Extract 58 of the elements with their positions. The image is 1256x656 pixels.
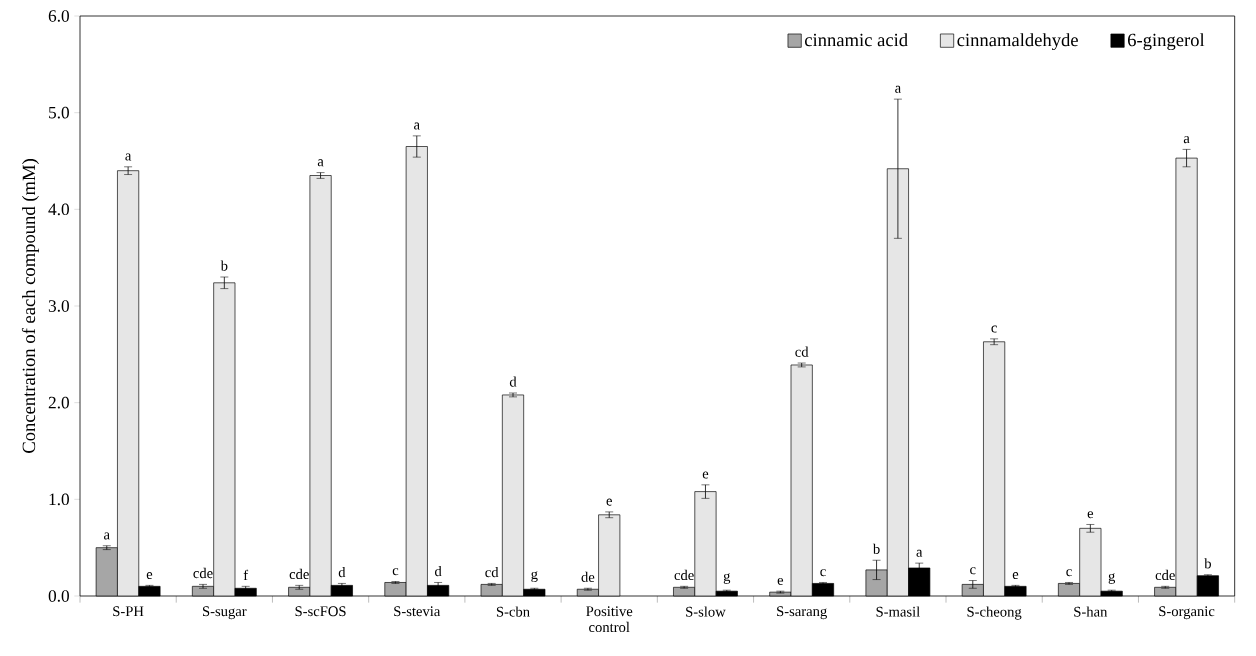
annotation: cde (193, 567, 213, 579)
x-tick-label: S-PH (113, 606, 144, 617)
annotation: c (1066, 569, 1072, 577)
annotation: d (434, 565, 442, 577)
y-tick-label: 6.0 (48, 10, 69, 22)
y-tick-label: 2.0 (48, 396, 69, 409)
x-tick-label: S-cbn (496, 606, 530, 617)
y-tick-label: 3.0 (48, 300, 69, 312)
x-tick-label: S-organic (1159, 606, 1215, 620)
annotation: cde (1155, 569, 1175, 581)
x-tick-label: S-han (1074, 606, 1108, 617)
x-tick-label: S-masil (876, 606, 920, 617)
legend-label: cinnamaldehyde (957, 33, 1078, 51)
y-tick-label: 4.0 (48, 203, 69, 216)
annotation: e (1087, 511, 1094, 519)
x-tick-label: S-slow (686, 606, 726, 617)
x-tick-label: S-sugar (202, 606, 247, 620)
x-tick-label: S-cheong (967, 606, 1022, 620)
annotation: g (1108, 573, 1116, 584)
x-tick-label: S-scFOS (295, 606, 346, 617)
y-tick-label: 1.0 (49, 493, 69, 506)
annotation: de (581, 571, 595, 583)
annotation: d (509, 376, 517, 387)
annotation: cd (485, 566, 499, 578)
annotation: e (702, 471, 709, 479)
y-tick-label: 0.0 (48, 590, 69, 602)
annotation: g (531, 571, 538, 582)
annotation: e (606, 498, 612, 506)
annotation: a (104, 532, 110, 540)
annotation: b (220, 260, 228, 271)
legend-label: cinnamic acid (804, 33, 908, 47)
annotation: a (317, 159, 324, 167)
annotation: cde (289, 568, 309, 580)
y-axis-title: Concentration of each compound (mM) (21, 159, 39, 453)
annotation: g (723, 573, 731, 584)
annotation: c (970, 567, 976, 575)
annotation: c (991, 325, 997, 333)
annotation: e (1012, 572, 1019, 580)
annotation: cde (674, 569, 694, 581)
annotation: c (820, 569, 826, 577)
x-tick-label: Positive control (586, 606, 633, 633)
x-tick-label: S-sarang (777, 606, 827, 620)
annotation: a (895, 85, 901, 93)
annotation: a (916, 549, 923, 557)
annotation: b (1204, 558, 1211, 569)
legend-label: 6-gingerol (1127, 33, 1205, 51)
annotation: a (1183, 136, 1190, 144)
annotation: b (872, 543, 880, 554)
annotation: cd (795, 346, 809, 357)
annotation: e (146, 572, 153, 580)
x-tick-label: S-stevia (394, 606, 441, 617)
y-tick-label: 5.0 (49, 106, 69, 119)
annotation: c (392, 568, 399, 576)
annotation: a (414, 122, 420, 130)
annotation: e (777, 577, 784, 585)
annotation: d (338, 566, 346, 578)
annotation: f (243, 569, 249, 581)
annotation: a (125, 153, 132, 161)
